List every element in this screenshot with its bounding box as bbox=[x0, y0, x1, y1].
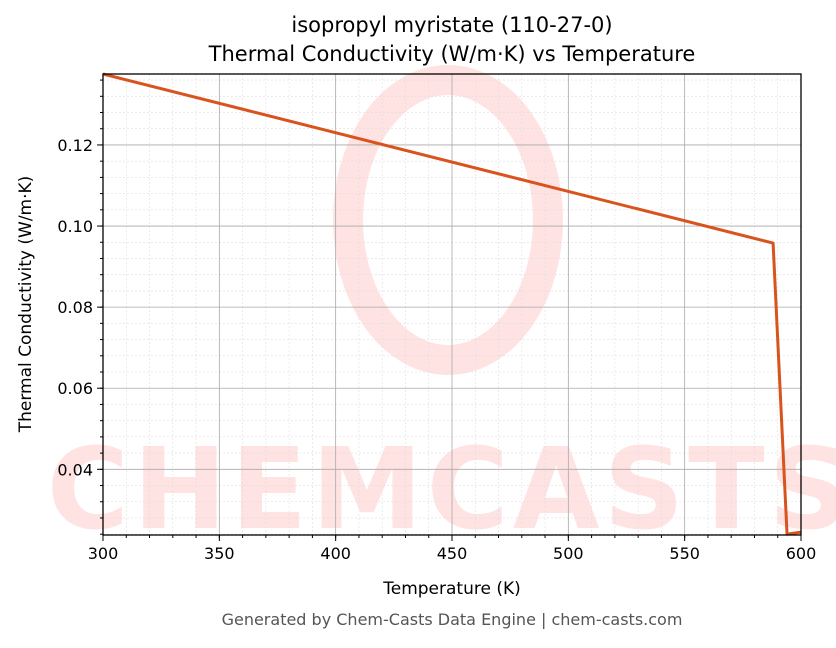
y-axis-label: Thermal Conductivity (W/m·K) bbox=[16, 176, 36, 434]
chart-title: isopropyl myristate (110-27-0) bbox=[291, 13, 612, 37]
y-tick-label: 0.12 bbox=[57, 136, 93, 155]
x-tick-label: 400 bbox=[320, 544, 351, 563]
x-tick-label: 450 bbox=[437, 544, 468, 563]
y-tick-label: 0.06 bbox=[57, 379, 93, 398]
x-tick-label: 300 bbox=[88, 544, 119, 563]
x-tick-label: 550 bbox=[669, 544, 700, 563]
x-tick-label: 350 bbox=[204, 544, 235, 563]
watermark: CHEMCASTS bbox=[47, 65, 836, 555]
plot-frame bbox=[102, 73, 802, 536]
y-tick-label: 0.04 bbox=[57, 460, 93, 479]
x-tick-label: 500 bbox=[553, 544, 584, 563]
footer: Generated by Chem-Casts Data Engine | ch… bbox=[222, 610, 683, 629]
y-tick-label: 0.08 bbox=[57, 298, 93, 317]
series-line bbox=[102, 72, 802, 536]
x-tick-label: 600 bbox=[786, 544, 817, 563]
x-axis-label: Temperature (K) bbox=[382, 579, 521, 599]
y-tick-label: 0.10 bbox=[57, 217, 93, 236]
svg-text:CHEMCASTS: CHEMCASTS bbox=[47, 425, 836, 555]
chart-subtitle: Thermal Conductivity (W/m·K) vs Temperat… bbox=[208, 42, 696, 66]
